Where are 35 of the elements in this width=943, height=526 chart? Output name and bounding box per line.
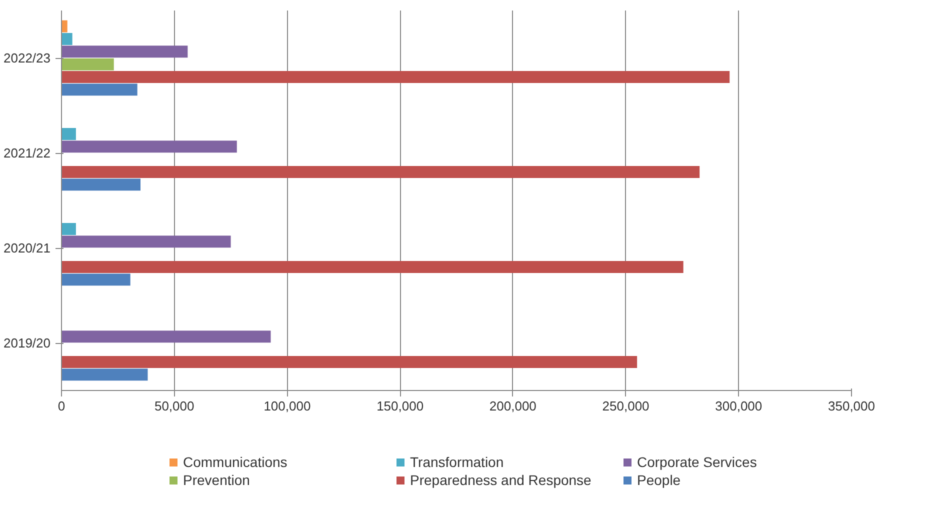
- bar: [62, 222, 76, 236]
- bar: [62, 166, 700, 178]
- x-tick-label: 100,000: [264, 398, 311, 414]
- x-tick-label: 0: [58, 398, 66, 414]
- bar: [62, 58, 114, 70]
- legend-label: Transformation: [410, 454, 505, 470]
- x-tick-label: 300,000: [715, 398, 762, 414]
- y-tick-label: 2022/23: [4, 50, 51, 66]
- x-tick-label: 250,000: [602, 398, 650, 414]
- y-tick-label: 2021/22: [4, 146, 51, 160]
- x-tick-label: 200,000: [489, 398, 536, 414]
- bar: [62, 178, 140, 191]
- bar: [62, 356, 638, 368]
- legend-label: Preparedness and Response: [410, 472, 592, 488]
- x-tick-label: 350,000: [828, 398, 876, 414]
- legend-label: Communications: [183, 454, 288, 470]
- bar: [62, 46, 188, 58]
- y-tick-label: 2020/21: [4, 240, 51, 256]
- bar: [62, 368, 148, 381]
- legend-label: People: [637, 472, 682, 488]
- bar: [62, 32, 72, 46]
- x-tick-label: 50,000: [154, 398, 194, 414]
- bar: [62, 330, 271, 343]
- legend-label: Corporate Services: [637, 454, 758, 470]
- bar: [62, 70, 730, 84]
- bar: [62, 260, 684, 274]
- bar: [62, 84, 138, 96]
- bar: [62, 20, 68, 32]
- bar: [62, 140, 237, 153]
- bar: [62, 236, 231, 248]
- y-tick-label: 2019/20: [4, 336, 51, 350]
- bar: [62, 274, 130, 286]
- x-tick-label: 150,000: [376, 398, 424, 414]
- bar: [62, 128, 76, 140]
- legend-label: Prevention: [183, 472, 251, 488]
